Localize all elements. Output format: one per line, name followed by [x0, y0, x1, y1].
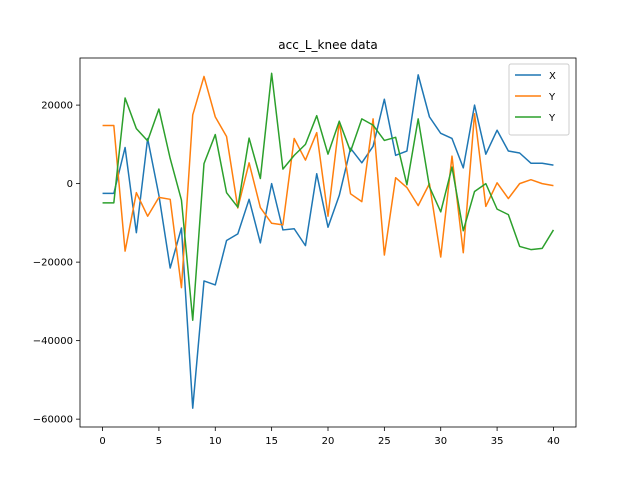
x-tick-label: 30	[434, 436, 447, 447]
y-tick-label: −60000	[33, 415, 73, 426]
x-tick-label: 35	[491, 436, 504, 447]
x-tick-label: 40	[547, 436, 560, 447]
legend: XYY	[508, 63, 570, 136]
x-tick-label: 20	[322, 436, 335, 447]
x-axis: 0 5 10 15 20 25 30 35 40	[99, 427, 560, 447]
x-tick-label: 5	[156, 436, 162, 447]
series-line-1	[102, 75, 554, 289]
x-tick-label: 10	[209, 436, 222, 447]
legend-label-0: X	[549, 71, 556, 82]
x-tick-label: 0	[99, 436, 105, 447]
plot-area	[102, 72, 555, 409]
y-tick-label: 0	[67, 179, 73, 190]
legend-label-2: Y	[548, 113, 556, 124]
series-line-2	[102, 72, 555, 321]
y-tick-label: 20000	[41, 101, 73, 112]
y-tick-label: −40000	[33, 336, 73, 347]
chart-title: acc_L_knee data	[278, 38, 377, 52]
x-tick-label: 15	[265, 436, 278, 447]
legend-label-1: Y	[548, 92, 556, 103]
y-tick-label: −20000	[33, 258, 73, 269]
series-line-0	[102, 74, 554, 409]
y-axis: −60000 −40000 −20000 0 20000	[33, 101, 80, 426]
x-tick-label: 25	[378, 436, 391, 447]
